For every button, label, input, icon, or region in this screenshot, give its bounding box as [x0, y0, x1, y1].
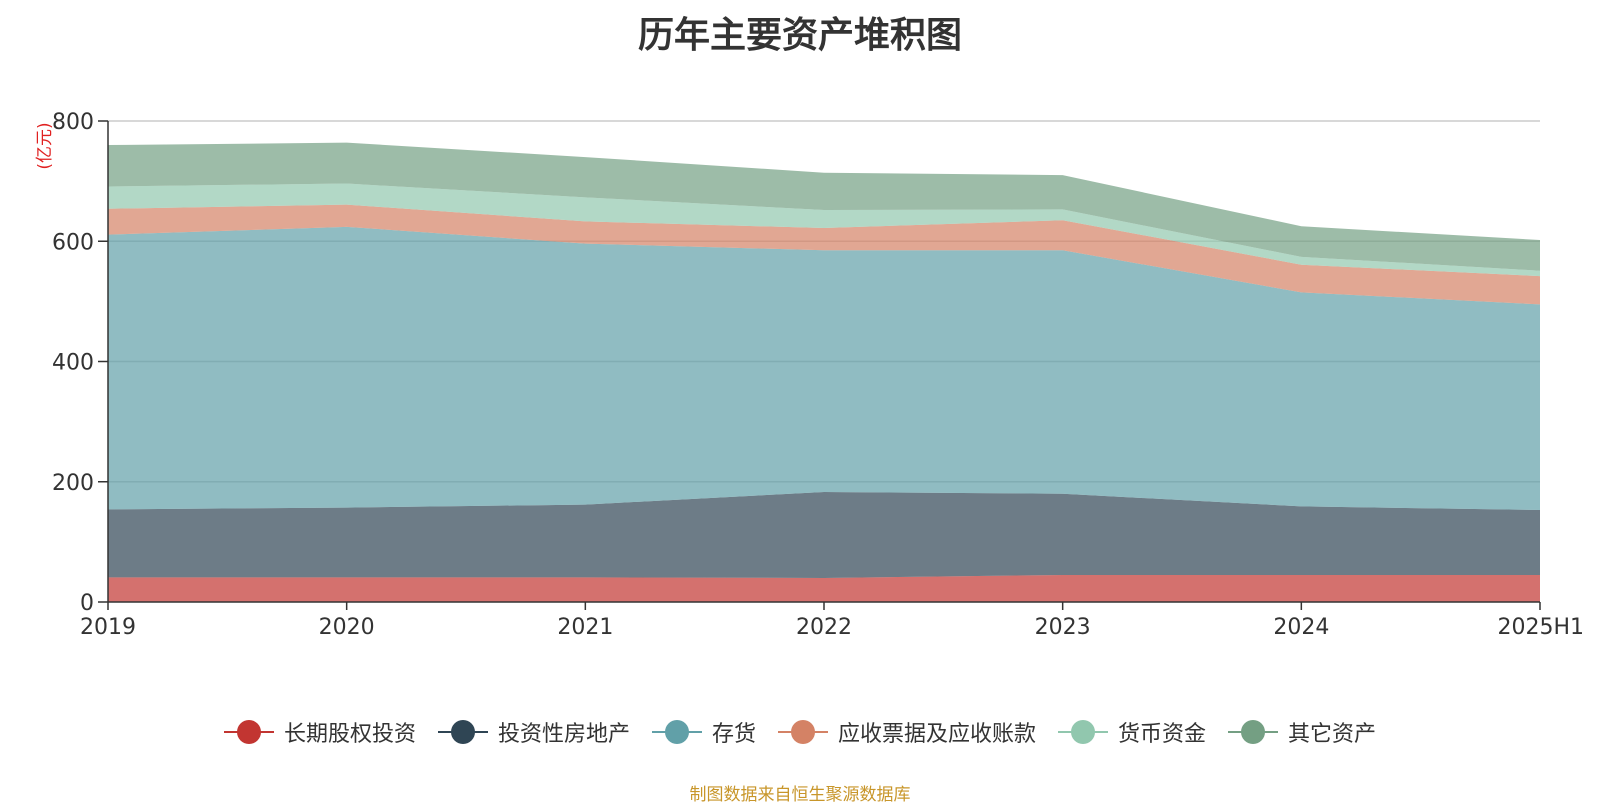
area-series-2 — [108, 226, 1540, 511]
x-tick-label-3: 2022 — [796, 615, 852, 640]
source-note: 制图数据来自恒生聚源数据库 — [689, 785, 911, 805]
y-tick-label-3: 600 — [52, 230, 94, 255]
legend-marker-icon — [651, 720, 702, 744]
legend-marker-icon — [1058, 720, 1109, 744]
area-series-4 — [108, 183, 1540, 277]
legend-item-2[interactable]: 存货 — [651, 716, 756, 748]
y-tick-label-2: 400 — [52, 351, 94, 376]
x-tick-label-6: 2025H1 — [1497, 615, 1584, 640]
area-series-5 — [108, 142, 1540, 271]
chart-title: 历年主要资产堆积图 — [637, 15, 962, 56]
legend-marker-icon — [223, 720, 274, 744]
y-tick-label-1: 200 — [52, 471, 94, 496]
area-series-3 — [108, 204, 1540, 305]
legend-item-3[interactable]: 应收票据及应收账款 — [778, 716, 1036, 748]
legend-marker-icon — [437, 720, 488, 744]
area-series-1 — [108, 491, 1540, 578]
area-series-0 — [108, 574, 1540, 602]
x-tick-label-0: 2019 — [80, 615, 136, 640]
x-tick-label-4: 2023 — [1035, 615, 1091, 640]
legend-item-5[interactable]: 其它资产 — [1228, 716, 1376, 748]
legend-label: 应收票据及应收账款 — [838, 722, 1037, 747]
legend-label: 其它资产 — [1288, 722, 1377, 747]
legend-label: 存货 — [711, 722, 756, 747]
legend-marker-icon — [1228, 720, 1279, 744]
legend-item-0[interactable]: 长期股权投资 — [223, 716, 416, 748]
x-tick-label-5: 2024 — [1273, 615, 1329, 640]
legend: 长期股权投资 投资性房地产 存货 应收票据及应收账款 货币资金 其它资产 — [0, 716, 1600, 748]
legend-label: 货币资金 — [1118, 722, 1207, 747]
legend-label: 长期股权投资 — [283, 722, 416, 747]
x-tick-label-2: 2021 — [557, 615, 613, 640]
x-tick-label-1: 2020 — [319, 615, 375, 640]
legend-label: 投资性房地产 — [497, 722, 630, 747]
legend-item-1[interactable]: 投资性房地产 — [437, 716, 630, 748]
stacked-areas — [108, 142, 1540, 602]
y-tick-label-4: 800 — [52, 110, 94, 135]
y-tick-label-0: 0 — [80, 591, 94, 616]
legend-marker-icon — [778, 720, 828, 744]
y-axis-unit-label: (亿元) — [35, 122, 55, 169]
axes: 0 200 400 600 800 2019 2020 2021 2022 2023 2024 202… — [52, 110, 1584, 640]
legend-item-4[interactable]: 货币资金 — [1058, 716, 1206, 748]
